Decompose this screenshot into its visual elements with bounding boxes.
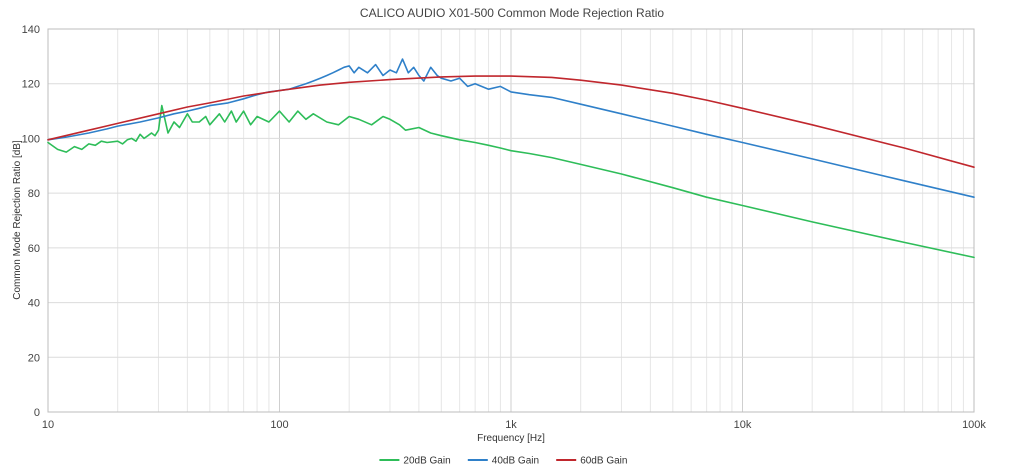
legend: 20dB Gain 40dB Gain 60dB Gain — [379, 456, 627, 467]
series-lines — [47, 58, 975, 259]
y-axis-title: Common Mode Rejection Ratio [dB] — [12, 140, 23, 300]
y-tick-label: 20 — [28, 352, 40, 364]
grid — [47, 28, 974, 413]
x-tick-label: 10k — [734, 419, 752, 431]
x-axis-title: Frequency [Hz] — [477, 433, 545, 444]
chart-title: CALICO AUDIO X01-500 Common Mode Rejecti… — [360, 6, 664, 20]
series-line-2 — [47, 58, 975, 198]
x-tick-label: 1k — [505, 419, 517, 431]
x-tick-label: 100 — [270, 419, 288, 431]
y-tick-label: 140 — [22, 24, 40, 36]
y-tick-label: 0 — [34, 407, 40, 419]
x-tick-label: 100k — [962, 419, 986, 431]
y-tick-label: 120 — [22, 79, 40, 91]
series-line-1 — [47, 104, 975, 259]
x-tick-label: 10 — [42, 419, 54, 431]
y-tick-label: 60 — [28, 243, 40, 255]
y-tick-label: 40 — [28, 298, 40, 310]
plot-frame — [47, 28, 975, 413]
legend-label: 40dB Gain — [492, 456, 539, 467]
legend-label: 20dB Gain — [403, 456, 450, 467]
series-line-3 — [47, 75, 975, 168]
y-tick-label: 80 — [28, 188, 40, 200]
x-axis-ticks: 10 100 1k 10k 100k — [42, 419, 987, 431]
legend-label: 60dB Gain — [580, 456, 627, 467]
y-tick-label: 100 — [22, 133, 40, 145]
y-axis-ticks: 0 20 40 60 80 100 120 140 — [22, 24, 40, 419]
